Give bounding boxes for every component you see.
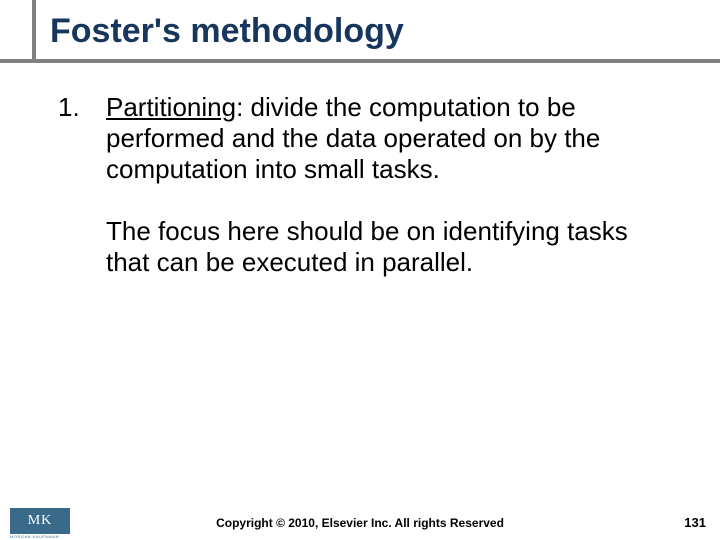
page-number: 131 <box>684 515 706 530</box>
list-number: 1. <box>58 92 106 186</box>
title-rule-horizontal <box>0 59 720 63</box>
slide-title: Foster's methodology <box>50 12 404 51</box>
logo-subtext: MORGAN KAUFMANN <box>10 534 59 539</box>
list-term: Partitioning <box>106 92 236 122</box>
copyright-text: Copyright © 2010, Elsevier Inc. All righ… <box>0 516 720 530</box>
slide: Foster's methodology 1. Partitioning: di… <box>0 0 720 540</box>
footer: MK MORGAN KAUFMANN Copyright © 2010, Els… <box>0 506 720 540</box>
list-text: Partitioning: divide the computation to … <box>106 92 668 186</box>
paragraph-2: The focus here should be on identifying … <box>106 216 668 278</box>
title-rule-vertical <box>32 0 36 63</box>
list-item: 1. Partitioning: divide the computation … <box>58 92 668 186</box>
slide-body: 1. Partitioning: divide the computation … <box>58 92 668 278</box>
